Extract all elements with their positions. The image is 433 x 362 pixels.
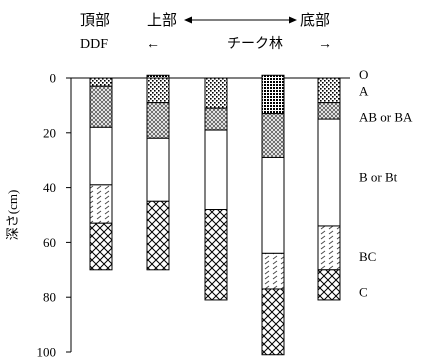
header-ddf-label: DDF [80, 37, 108, 52]
header-left-arrow: ← [146, 37, 160, 52]
profile-bars [89, 74, 341, 356]
layer-bc [89, 184, 113, 224]
profile-bar-4 [261, 74, 285, 356]
layer-ab-or-ba [261, 113, 285, 158]
layer-a [204, 77, 228, 109]
horizon-label-o: O [359, 67, 368, 82]
y-ticks: 0 20 40 60 80 100 [37, 71, 71, 360]
profile-bar-1 [89, 77, 113, 271]
y-tick-label: 0 [50, 71, 57, 86]
profile-bar-2 [146, 74, 170, 271]
y-tick-label: 40 [43, 180, 56, 195]
layer-ab-or-ba [317, 102, 341, 120]
horizon-label-a: A [359, 83, 369, 98]
header-right-arrow: → [318, 37, 332, 52]
horizon-label-bc: BC [359, 249, 376, 264]
layer-b-or-bt [261, 156, 285, 254]
layer-b-or-bt [317, 118, 341, 227]
horizon-label-ab-or-ba: AB or BA [359, 109, 413, 124]
layer-a [146, 77, 170, 104]
layer-c [146, 200, 170, 271]
header-summit-label: 頂部 [80, 12, 110, 29]
y-tick-label: 80 [43, 290, 56, 305]
layer-b-or-bt [204, 129, 228, 211]
layer-c [261, 288, 285, 356]
horizon-label-c: C [359, 285, 368, 300]
layer-b-or-bt [146, 137, 170, 202]
y-tick-label: 60 [43, 235, 56, 250]
horizon-labels: OA AB or BA B or Bt BC C [359, 67, 413, 300]
double-arrow [184, 16, 297, 24]
layer-ab-or-ba [204, 107, 228, 131]
layer-bc [317, 225, 341, 271]
header-upper-label: 上部 [147, 12, 177, 29]
y-tick-label: 20 [43, 125, 56, 140]
layer-ab-or-ba [89, 85, 113, 128]
layer-a [89, 77, 113, 87]
layer-b-or-bt [89, 126, 113, 186]
layer-c [204, 209, 228, 301]
layer-o [261, 74, 285, 115]
profile-bar-3 [204, 77, 228, 301]
layer-a [317, 77, 341, 104]
layer-ab-or-ba [146, 102, 170, 139]
header-bottom-label: 底部 [300, 12, 330, 29]
profile-bar-5 [317, 77, 341, 301]
layer-c [89, 222, 113, 271]
header-forest-label: チーク林 [227, 36, 283, 52]
y-axis-label: 深さ(cm) [5, 190, 20, 241]
y-tick-label: 100 [37, 345, 57, 360]
horizon-label-b-or-bt: B or Bt [359, 170, 398, 185]
layer-c [317, 269, 341, 301]
layer-bc [261, 252, 285, 290]
